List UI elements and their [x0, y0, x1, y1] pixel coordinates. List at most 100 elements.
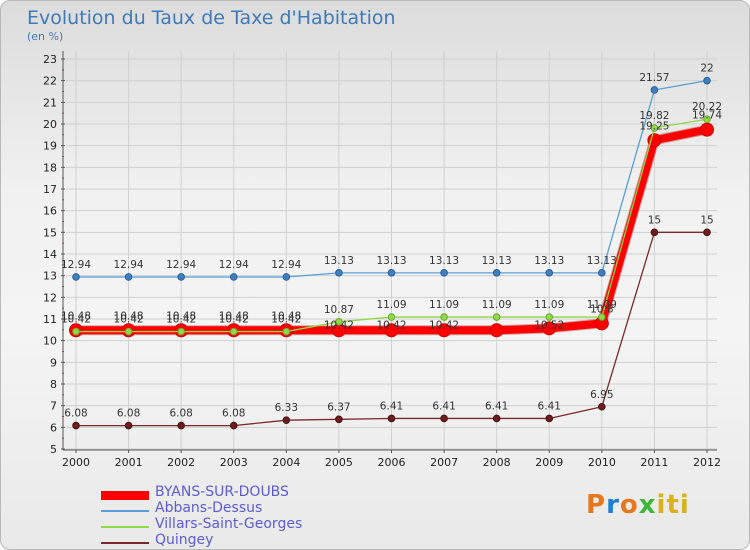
logo-letter: i: [679, 490, 690, 520]
data-point: [700, 122, 714, 137]
data-point: [492, 269, 501, 277]
data-point: [492, 313, 501, 321]
data-point: [177, 273, 185, 281]
data-label: 22: [700, 63, 713, 75]
x-tick-label: 2006: [378, 456, 406, 469]
data-point: [229, 327, 238, 336]
data-point: [282, 327, 291, 336]
legend-swatch: [101, 542, 149, 544]
y-tick-label: 17: [43, 183, 57, 196]
legend-label: BYANS-SUR-DOUBS: [155, 484, 289, 500]
data-point: [335, 318, 343, 326]
y-tick-label: 22: [43, 75, 57, 88]
data-point: [124, 327, 133, 336]
data-label: 13.13: [324, 255, 354, 267]
data-point: [282, 273, 291, 281]
data-point: [703, 76, 711, 85]
data-label: 11.09: [534, 299, 564, 311]
y-tick-label: 13: [43, 270, 57, 283]
y-tick-label: 12: [43, 291, 57, 304]
data-label: 6.41: [485, 400, 508, 412]
data-point: [282, 416, 291, 424]
x-tick-label: 2010: [588, 456, 616, 469]
x-tick-label: 2008: [483, 456, 511, 469]
data-point: [335, 269, 343, 277]
y-tick-label: 6: [50, 421, 57, 434]
data-point: [437, 323, 452, 338]
data-point: [387, 414, 396, 423]
data-label: 13.13: [376, 255, 406, 267]
data-point: [124, 273, 133, 281]
y-tick-label: 16: [43, 205, 57, 218]
data-label: 10.42: [429, 319, 459, 331]
data-label: 15: [700, 214, 713, 226]
data-label: 6.95: [590, 389, 613, 401]
x-tick-label: 2004: [272, 456, 300, 469]
data-point: [703, 115, 711, 124]
data-point: [598, 313, 606, 321]
data-point: [440, 313, 448, 321]
data-label: 10.48: [114, 310, 144, 322]
proxiti-logo: Proxiti: [586, 490, 690, 520]
y-tick-label: 5: [50, 443, 57, 456]
data-point: [489, 323, 504, 338]
data-label: 12.94: [219, 259, 249, 271]
data-point: [650, 124, 659, 132]
data-label: 12.94: [166, 259, 196, 271]
legend-label: Quingey: [155, 532, 214, 548]
data-label: 13.13: [429, 255, 459, 267]
legend-swatch: [101, 490, 149, 500]
data-label: 19.25: [639, 120, 669, 132]
data-label: 6.08: [117, 408, 140, 420]
legend-swatch: [101, 510, 149, 512]
y-tick-label: 23: [43, 53, 57, 66]
data-label: 10.42: [324, 319, 354, 331]
x-tick-label: 2000: [62, 456, 90, 469]
y-tick-label: 15: [43, 226, 57, 239]
data-label: 10.48: [271, 310, 301, 322]
data-label: 12.94: [271, 259, 301, 271]
y-tick-label: 20: [43, 118, 57, 131]
data-point: [335, 415, 343, 424]
data-point: [124, 421, 133, 430]
data-point: [72, 273, 80, 281]
data-label: 6.41: [380, 400, 403, 412]
logo-letter: x: [638, 490, 657, 520]
data-point: [440, 414, 448, 423]
data-label: 19.82: [639, 110, 669, 122]
data-label: 10.42: [166, 314, 196, 326]
y-tick-label: 19: [43, 140, 57, 153]
data-point: [650, 228, 659, 237]
data-label: 21.57: [639, 72, 669, 84]
data-label: 6.41: [538, 400, 561, 412]
data-point: [545, 313, 554, 321]
y-tick-label: 14: [43, 248, 57, 261]
x-tick-label: 2009: [535, 456, 563, 469]
data-point: [542, 321, 557, 336]
data-label: 12.94: [114, 259, 144, 271]
data-point: [703, 228, 711, 237]
legend-label: Villars-Saint-Georges: [155, 516, 303, 532]
data-label: 10.87: [324, 304, 354, 316]
data-point: [387, 269, 396, 277]
chart-unit-label: (en %): [27, 30, 64, 43]
y-tick-label: 18: [43, 161, 57, 174]
data-point: [647, 133, 662, 148]
data-label: 12.94: [61, 259, 91, 271]
data-label: 6.08: [222, 408, 245, 420]
logo-letter: i: [656, 490, 667, 520]
logo-letter: t: [666, 490, 680, 520]
y-tick-label: 11: [43, 313, 57, 326]
data-point: [492, 414, 501, 423]
data-point: [72, 327, 80, 336]
data-point: [650, 86, 659, 94]
y-tick-label: 21: [43, 96, 57, 109]
data-point: [229, 273, 238, 281]
data-point: [387, 313, 396, 321]
y-tick-label: 9: [50, 356, 57, 369]
data-label: 11.09: [482, 299, 512, 311]
data-label: 10.52: [534, 319, 564, 331]
data-label: 10.48: [166, 310, 196, 322]
